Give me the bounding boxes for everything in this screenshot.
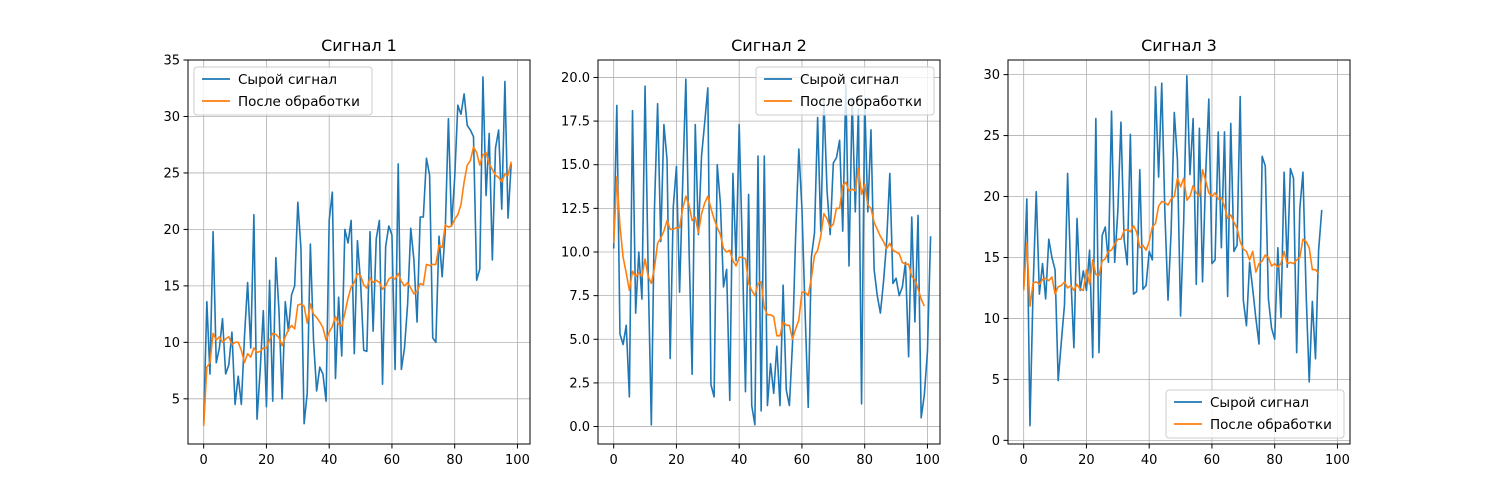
x-tick-label: 40 [1141, 453, 1158, 468]
x-tick-label: 20 [258, 453, 275, 468]
y-tick-label: 20 [983, 190, 1000, 205]
y-tick-label: 5.0 [569, 333, 590, 348]
chart-panel-3: 0 20 40 60 80 100 0 5 10 15 20 25 30 Сигнал 3 Сырой си… [983, 36, 1351, 468]
x-tick-label: 100 [505, 453, 530, 468]
x-tick-label: 40 [321, 453, 338, 468]
legend-label: После обработки [800, 94, 922, 110]
x-tick-label: 0 [200, 453, 208, 468]
y-tick-label: 2.5 [569, 376, 590, 391]
legend-label: Сырой сигнал [800, 72, 899, 88]
legend-label: Сырой сигнал [238, 72, 337, 88]
x-tick-label: 40 [731, 453, 748, 468]
y-tick-label: 25 [163, 166, 180, 181]
legend-label: После обработки [1210, 417, 1332, 433]
x-tick-label: 0 [1020, 453, 1028, 468]
chart-title: Сигнал 3 [1141, 36, 1217, 55]
y-tick-label: 5 [992, 373, 1000, 388]
legend-label: После обработки [238, 94, 360, 110]
x-tick-label: 100 [915, 453, 940, 468]
legend-box [755, 66, 935, 116]
legend-box [193, 66, 373, 116]
x-tick-label: 80 [446, 453, 463, 468]
series-line-raw [202, 76, 512, 425]
x-tick-label: 20 [668, 453, 685, 468]
y-tick-label: 17.5 [561, 115, 590, 130]
legend: Сырой сигнал После обработки [193, 66, 373, 116]
y-tick-label: 25 [983, 129, 1000, 144]
y-tick-label: 10 [983, 312, 1000, 327]
legend: Сырой сигнал После обработки [755, 66, 935, 116]
series-line-processed [202, 146, 512, 426]
chart-title: Сигнал 2 [731, 36, 807, 55]
axes-frame [1007, 59, 1351, 445]
x-tick-label: 60 [384, 453, 401, 468]
x-tick-label: 80 [856, 453, 873, 468]
series-line-raw [612, 78, 932, 426]
y-tick-label: 10.0 [561, 246, 590, 261]
series-line-processed [612, 167, 926, 341]
x-tick-label: 60 [794, 453, 811, 468]
axes-frame [187, 59, 531, 445]
y-tick-label: 30 [163, 110, 180, 125]
x-tick-label: 60 [1204, 453, 1221, 468]
y-tick-label: 10 [163, 336, 180, 351]
y-tick-label: 20 [163, 223, 180, 238]
chart-panel-1: 0 20 40 60 80 100 5 10 15 20 25 30 35 Сигнал 1 Сырой с… [163, 36, 531, 468]
y-tick-label: 30 [983, 68, 1000, 83]
series-line-raw [1022, 75, 1323, 427]
y-tick-label: 0.0 [569, 420, 590, 435]
x-tick-label: 100 [1325, 453, 1350, 468]
legend-box [1165, 389, 1345, 439]
chart-title: Сигнал 1 [321, 36, 397, 55]
y-tick-label: 15.0 [561, 158, 590, 173]
x-tick-label: 0 [610, 453, 618, 468]
y-tick-label: 35 [163, 54, 180, 69]
x-tick-label: 20 [1078, 453, 1095, 468]
y-tick-label: 5 [172, 392, 180, 407]
series-line-processed [1022, 168, 1320, 308]
chart-panel-2: 0 20 40 60 80 100 0.0 2.5 5.0 7.5 10.0 12.5 15.0 17.5… [561, 36, 941, 468]
y-tick-label: 20.0 [561, 71, 590, 86]
x-tick-label: 80 [1266, 453, 1283, 468]
legend: Сырой сигнал После обработки [1165, 389, 1345, 439]
y-tick-label: 15 [163, 279, 180, 294]
y-tick-label: 0 [992, 434, 1000, 449]
y-tick-label: 12.5 [561, 202, 590, 217]
y-tick-label: 15 [983, 251, 1000, 266]
y-tick-label: 7.5 [569, 289, 590, 304]
legend-label: Сырой сигнал [1210, 395, 1309, 411]
